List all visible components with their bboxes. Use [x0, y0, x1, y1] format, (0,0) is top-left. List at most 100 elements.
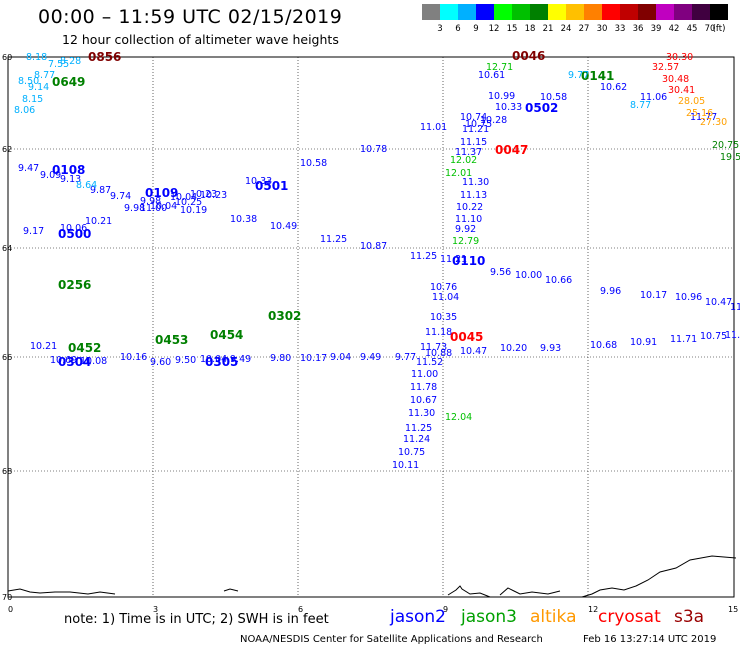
- latitude-label: 62: [2, 145, 12, 154]
- pass-jason3-north: 12.02 12.01 12.04 12.79 12.71: [445, 62, 513, 423]
- footer-credit: NOAA/NESDIS Center for Satellite Applica…: [240, 634, 543, 645]
- scale-label: 6: [455, 24, 461, 34]
- legend-s3a: s3a: [674, 607, 705, 627]
- wave-height-label: 11.13: [460, 190, 487, 201]
- scale-swatch: [530, 4, 548, 20]
- wave-height-label: 9.14: [28, 82, 49, 93]
- scale-label: 18: [524, 24, 536, 34]
- pass-time-label: 0500: [58, 227, 91, 241]
- wave-height-label: 9.49: [360, 352, 381, 363]
- chart-title: 00:00 – 11:59 UTC 02/15/2019: [38, 6, 343, 28]
- longitude-label: 15: [728, 605, 738, 614]
- wave-height-label: 8.64: [76, 180, 97, 191]
- scale-swatch: [638, 4, 656, 20]
- wave-height-label: 11.52: [416, 357, 443, 368]
- wave-height-label: 10.58: [300, 158, 327, 169]
- longitude-label: 9: [443, 605, 448, 614]
- wave-height-label: 9.49: [230, 354, 251, 365]
- latitude-label: 66: [2, 353, 12, 362]
- latitude-label: 60: [2, 53, 12, 62]
- pass-cryosat-0047: 0047: [495, 143, 528, 157]
- wave-height-label: 10.21: [85, 216, 112, 227]
- wave-height-label: 10.62: [600, 82, 627, 93]
- pass-jason3-0452: 0452: [68, 341, 101, 355]
- wave-height-label: 10.19: [180, 205, 207, 216]
- wave-height-color-scale: 3 6 9 12 15 18 21 24 27 30 33 36 39 42 45 70 (ft): [422, 4, 730, 36]
- wave-height-label: 11.61: [725, 330, 740, 341]
- latitude-label: 64: [2, 244, 12, 253]
- longitude-label: 6: [298, 605, 303, 614]
- wave-height-label: 11.24: [403, 434, 430, 445]
- axis-labels: 60 62 64 66 68 70 0 3 6 9 12 15: [2, 53, 738, 614]
- wave-height-label: 10.78: [360, 144, 387, 155]
- scale-swatch: [440, 4, 458, 20]
- wave-height-label: 11.30: [408, 408, 435, 419]
- wave-height-label: 11.71: [670, 334, 697, 345]
- wave-height-label: 9.04: [330, 352, 351, 363]
- pass-jason2-0304: 10.21 10.69 10.08 10.16 9.60 9.50 10.04 0304: [30, 341, 227, 369]
- wave-height-label: 10.23: [200, 190, 227, 201]
- latitude-label: 68: [2, 467, 12, 476]
- scale-swatch: [674, 4, 692, 20]
- wave-height-label: 8.77: [630, 100, 651, 111]
- wave-height-label: 11.10: [455, 214, 482, 225]
- wave-height-label: 9.96: [600, 286, 621, 297]
- wave-height-label: 10.22: [456, 202, 483, 213]
- scale-label: 45: [686, 24, 698, 34]
- wave-height-label: 9.74: [110, 191, 131, 202]
- pass-time-label: 0046: [512, 49, 545, 63]
- pass-time-label: 0501: [255, 179, 288, 193]
- wave-height-label: 10.35: [430, 312, 457, 323]
- scale-swatch: [584, 4, 602, 20]
- scale-label: 39: [650, 24, 662, 34]
- wave-height-label: 11.04: [730, 302, 740, 313]
- wave-height-label: 10.33: [495, 102, 522, 113]
- scale-swatch: [602, 4, 620, 20]
- scale-swatch: [710, 4, 728, 20]
- wave-height-label: 30.30: [666, 52, 693, 63]
- wave-height-label: 30.48: [662, 74, 689, 85]
- wave-height-label: 11.18: [425, 327, 452, 338]
- longitude-label: 3: [153, 605, 158, 614]
- note-text: note: 1) Time is in UTC; 2) SWH is in fe…: [64, 612, 329, 627]
- legend-jason3: jason3: [461, 607, 517, 627]
- legend-cryosat: cryosat: [598, 607, 661, 627]
- wave-height-label: 11.06: [640, 92, 667, 103]
- wave-height-label: 12.71: [486, 62, 513, 73]
- pass-s3a-nw: 8.187.558.28 8.778.509.148.158.06 8.64: [14, 52, 97, 191]
- pass-cryosat-0856: 0856: [88, 50, 121, 64]
- wave-height-label: 30.41: [668, 85, 695, 96]
- pass-time-label: 0452: [68, 341, 101, 355]
- wave-height-label: 9.93: [540, 343, 561, 354]
- wave-height-label: 10.91: [630, 337, 657, 348]
- wave-height-label: 9.47: [18, 163, 39, 174]
- wave-height-label: 8.18: [26, 52, 47, 63]
- scale-label: 33: [614, 24, 626, 34]
- pass-time-label: 0305: [205, 355, 238, 369]
- scale-label: 30: [596, 24, 608, 34]
- wave-height-label: 11.15: [460, 137, 487, 148]
- wave-height-label: 9.56: [490, 267, 511, 278]
- wave-height-label: 9.13: [60, 174, 81, 185]
- wave-height-label: 11.25: [405, 423, 432, 434]
- longitude-label: 0: [8, 605, 13, 614]
- scale-swatch: [458, 4, 476, 20]
- scale-swatch: [476, 4, 494, 20]
- wave-height-label: 11.21: [440, 254, 467, 265]
- wave-height-label: 9.60: [150, 357, 171, 368]
- wave-height-label: 11.25: [410, 251, 437, 262]
- wave-height-label: 7.55: [48, 59, 69, 70]
- wave-height-label: 10.25: [175, 197, 202, 208]
- pass-time-label: 0047: [495, 143, 528, 157]
- wave-height-label: 10.75: [398, 447, 425, 458]
- wave-height-label: 8.50: [18, 76, 39, 87]
- pass-jason3-0453: 0453: [155, 333, 188, 347]
- wave-height-label: 11.00: [411, 369, 438, 380]
- wave-height-label: 8.28: [60, 56, 81, 67]
- wave-height-label: 12.02: [450, 155, 477, 166]
- scale-label: (ft): [712, 24, 726, 34]
